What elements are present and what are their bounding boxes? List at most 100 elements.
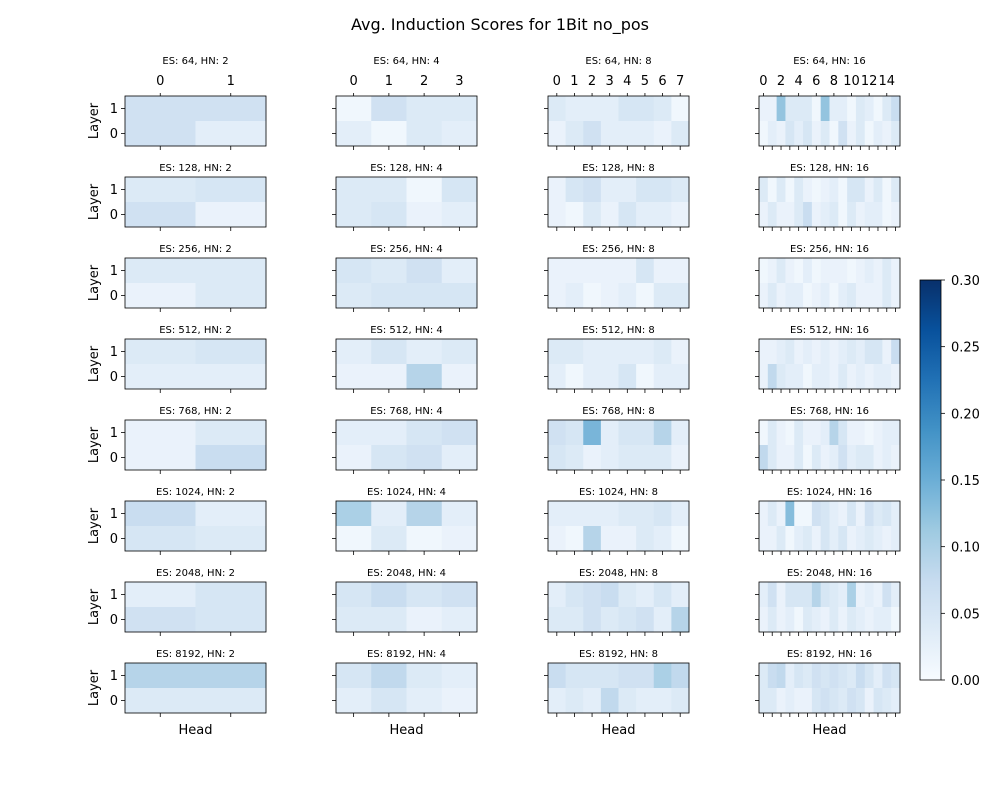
- heatmap-cell: [882, 663, 892, 689]
- heatmap-cell: [406, 364, 443, 390]
- heatmap-cell: [864, 364, 874, 390]
- heatmap-cell: [618, 582, 637, 608]
- heatmap-cell: [653, 283, 672, 309]
- heatmap-cell: [671, 582, 690, 608]
- top-tick-label: 7: [676, 74, 684, 89]
- heatmap-cell: [855, 688, 866, 714]
- heatmap-cell: [565, 663, 584, 689]
- heatmap-cell: [671, 663, 690, 689]
- panel-title: ES: 2048, HN: 16: [787, 568, 872, 579]
- heatmap-cell: [671, 607, 690, 633]
- heatmap-cell: [636, 582, 655, 608]
- heatmap-cell: [820, 420, 830, 446]
- heatmap-cell: [855, 663, 866, 689]
- panel-frame: [124, 662, 267, 714]
- heatmap-cell: [829, 688, 839, 714]
- heatmap-cell: [811, 258, 822, 284]
- panel-title: ES: 256, HN: 16: [790, 244, 869, 255]
- heatmap-cell: [565, 582, 584, 608]
- heatmap-cell: [803, 420, 813, 446]
- heatmap-panel: ES: 128, HN: 8: [544, 163, 690, 231]
- panel-title: ES: 512, HN: 16: [790, 325, 869, 336]
- heatmap-cell: [811, 501, 822, 527]
- y-tick-label: 1: [110, 669, 118, 684]
- panel-title: ES: 768, HN: 8: [582, 406, 655, 417]
- heatmap-cell: [847, 445, 857, 471]
- panel-title: ES: 8192, HN: 2: [156, 649, 235, 660]
- heatmap-cell: [671, 526, 690, 552]
- heatmap-cell: [882, 688, 892, 714]
- heatmap-cell: [855, 526, 866, 552]
- heatmap-cell: [776, 283, 786, 309]
- heatmap-cell: [785, 258, 795, 284]
- heatmap-cell: [618, 445, 637, 471]
- heatmap-cell: [600, 445, 619, 471]
- heatmap-cell: [600, 663, 619, 689]
- colorbar-tick-label: 0.30: [951, 274, 980, 289]
- heatmap-cell: [406, 177, 443, 203]
- panel-title: ES: 128, HN: 16: [790, 163, 869, 174]
- panel-title: ES: 512, HN: 2: [159, 325, 232, 336]
- heatmap-cell: [882, 364, 892, 390]
- heatmap-cell: [125, 663, 196, 689]
- heatmap-cell: [820, 339, 830, 365]
- heatmap-cell: [195, 501, 267, 527]
- heatmap-cell: [776, 96, 786, 122]
- heatmap-cell: [891, 663, 901, 689]
- heatmap-cell: [891, 177, 901, 203]
- heatmap-cell: [195, 663, 267, 689]
- panel-title: ES: 256, HN: 2: [159, 244, 232, 255]
- heatmap-cell: [759, 688, 769, 714]
- heatmap-cell: [618, 339, 637, 365]
- heatmap-cell: [583, 582, 602, 608]
- panel-frame: [335, 419, 478, 471]
- panel-title: ES: 2048, HN: 2: [156, 568, 235, 579]
- panel-title: ES: 1024, HN: 4: [367, 487, 446, 498]
- heatmap-cell: [803, 339, 813, 365]
- heatmap-cell: [583, 121, 602, 147]
- heatmap-cell: [759, 258, 769, 284]
- heatmap-cell: [636, 202, 655, 228]
- heatmap-cell: [882, 96, 892, 122]
- heatmap-cell: [636, 688, 655, 714]
- top-tick-label: 0: [759, 74, 767, 89]
- heatmap-cell: [565, 501, 584, 527]
- heatmap-cell: [829, 582, 839, 608]
- heatmap-cell: [829, 177, 839, 203]
- heatmap-cell: [811, 364, 822, 390]
- heatmap-cell: [891, 607, 901, 633]
- heatmap-cell: [847, 202, 857, 228]
- heatmap-cell: [636, 607, 655, 633]
- heatmap-cell: [864, 283, 874, 309]
- heatmap-cell: [636, 96, 655, 122]
- y-axis-label: Layer: [87, 426, 102, 463]
- colorbar-tick-label: 0.15: [951, 474, 980, 489]
- heatmap-cell: [441, 607, 478, 633]
- heatmap-cell: [195, 177, 267, 203]
- panel-frame: [335, 176, 478, 228]
- heatmap-cell: [882, 526, 892, 552]
- heatmap-cell: [785, 121, 795, 147]
- heatmap-cell: [803, 177, 813, 203]
- heatmap-cell: [847, 420, 857, 446]
- heatmap-cell: [776, 582, 786, 608]
- heatmap-cell: [803, 445, 813, 471]
- heatmap-cell: [565, 177, 584, 203]
- heatmap-cell: [618, 526, 637, 552]
- heatmap-cell: [336, 607, 372, 633]
- heatmap-cell: [583, 283, 602, 309]
- heatmap-cell: [618, 121, 637, 147]
- heatmap-panel: ES: 2048, HN: 16: [755, 568, 901, 636]
- heatmap-cell: [406, 501, 443, 527]
- heatmap-cell: [767, 445, 778, 471]
- heatmap-cell: [864, 339, 874, 365]
- panel-frame: [547, 176, 690, 228]
- heatmap-panel: ES: 1024, HN: 2 1 0 Layer: [87, 487, 267, 555]
- heatmap-cell: [671, 445, 690, 471]
- heatmap-cell: [548, 501, 567, 527]
- heatmap-cell: [671, 258, 690, 284]
- heatmap-cell: [811, 283, 822, 309]
- heatmap-cell: [671, 283, 690, 309]
- top-tick-label: 0: [553, 74, 561, 89]
- heatmap-cell: [873, 663, 883, 689]
